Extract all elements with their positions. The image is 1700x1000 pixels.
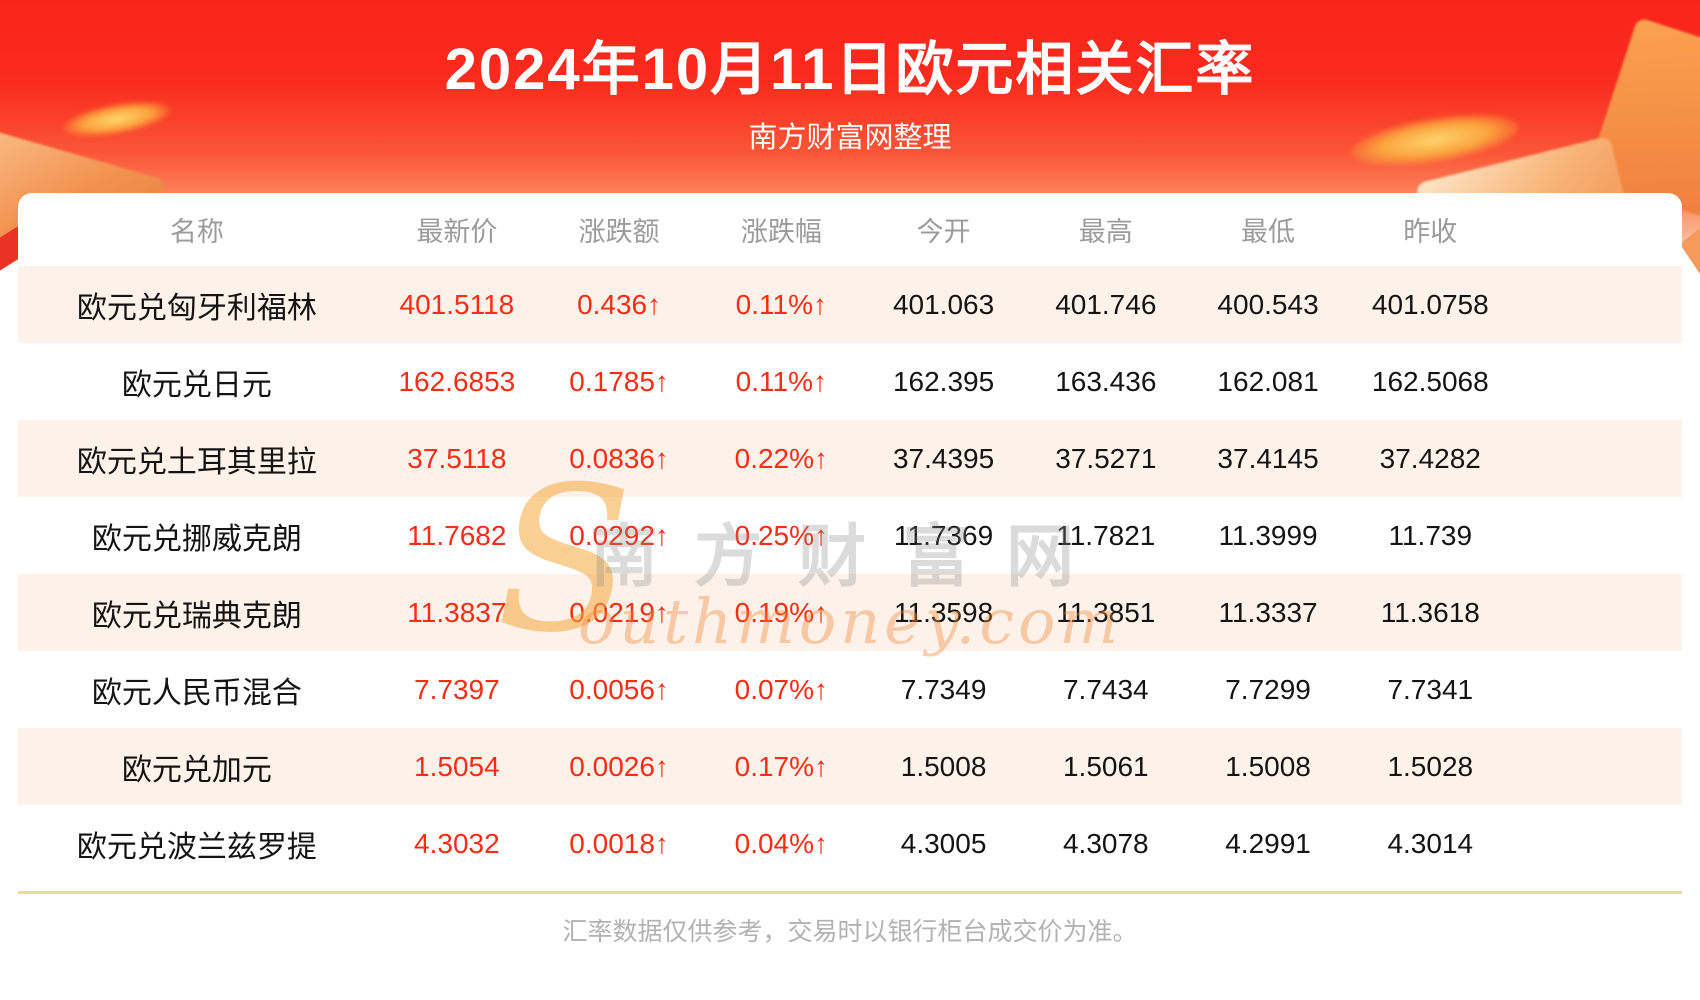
low-price: 400.543 [1217, 288, 1319, 320]
change-percent: 0.19%↑ [734, 596, 829, 628]
disclaimer-text: 汇率数据仅供参考，交易时以银行柜台成交价为准。 [562, 918, 1138, 946]
latest-price: 11.7682 [407, 519, 507, 551]
low-price: 37.4145 [1217, 442, 1319, 474]
open-price: 11.3598 [894, 596, 994, 628]
open-price: 7.7349 [900, 673, 987, 705]
low-price: 7.7299 [1225, 673, 1311, 705]
change-amount: 0.0018↑ [569, 827, 669, 859]
pair-name: 欧元兑日元 [121, 368, 272, 402]
column-header-prev-close: 昨收 [1403, 217, 1458, 247]
latest-price: 11.3837 [407, 596, 507, 628]
pair-name: 欧元兑波兰兹罗提 [76, 830, 317, 864]
change-amount: 0.0026↑ [569, 750, 669, 782]
open-price: 4.3005 [900, 827, 987, 859]
low-price: 1.5008 [1225, 750, 1311, 782]
column-header-name: 名称 [169, 217, 224, 247]
change-amount: 0.436↑ [577, 288, 662, 320]
pair-name: 欧元人民币混合 [91, 676, 302, 710]
high-price: 1.5061 [1062, 750, 1149, 782]
column-header-latest: 最新价 [416, 217, 498, 247]
low-price: 162.081 [1217, 365, 1319, 397]
change-amount: 0.0292↑ [569, 519, 669, 551]
change-percent: 0.04%↑ [734, 827, 829, 859]
high-price: 4.3078 [1062, 827, 1149, 859]
table-row: 欧元兑加元 1.5054 0.0026↑ 0.17%↑ 1.5008 1.506… [18, 728, 1682, 805]
table-row: 欧元兑瑞典克朗 11.3837 0.0219↑ 0.19%↑ 11.3598 1… [18, 574, 1682, 651]
open-price: 1.5008 [900, 750, 987, 782]
change-percent: 0.11%↑ [735, 288, 827, 320]
change-percent: 0.25%↑ [734, 519, 829, 551]
prev-close: 11.3618 [1380, 596, 1480, 628]
open-price: 162.395 [892, 365, 995, 397]
page-subtitle: 南方财富网整理 [748, 122, 952, 154]
column-header-change: 涨跌额 [578, 217, 660, 247]
latest-price: 37.5118 [407, 442, 507, 474]
prev-close: 11.739 [1388, 519, 1473, 551]
table-header-row: 名称 最新价 涨跌额 涨跌幅 今开 最高 最低 昨收 [18, 193, 1682, 266]
footer-divider [18, 891, 1682, 894]
exchange-rate-table: 名称 最新价 涨跌额 涨跌幅 今开 最高 最低 昨收 欧元兑匈牙利福林 401.… [18, 193, 1682, 882]
change-percent: 0.22%↑ [734, 442, 829, 474]
table-row: 欧元兑波兰兹罗提 4.3032 0.0018↑ 0.04%↑ 4.3005 4.… [18, 805, 1682, 882]
pair-name: 欧元兑加元 [121, 753, 272, 787]
prev-close: 37.4282 [1379, 442, 1481, 474]
open-price: 11.7369 [894, 519, 994, 551]
change-amount: 0.0056↑ [569, 673, 669, 705]
latest-price: 1.5054 [414, 750, 500, 782]
page-title: 2024年10月11日欧元相关汇率 [444, 37, 1256, 102]
high-price: 11.7821 [1056, 519, 1156, 551]
open-price: 37.4395 [892, 442, 995, 474]
prev-close: 7.7341 [1387, 673, 1474, 705]
table-row: 欧元人民币混合 7.7397 0.0056↑ 0.07%↑ 7.7349 7.7… [18, 651, 1682, 728]
change-percent: 0.07%↑ [734, 673, 829, 705]
latest-price: 401.5118 [399, 288, 515, 320]
open-price: 401.063 [892, 288, 995, 320]
column-header-high: 最高 [1078, 217, 1133, 247]
prev-close: 401.0758 [1371, 288, 1489, 320]
table-row: 欧元兑土耳其里拉 37.5118 0.0836↑ 0.22%↑ 37.4395 … [18, 420, 1682, 497]
high-price: 11.3851 [1056, 596, 1156, 628]
pair-name: 欧元兑瑞典克朗 [91, 599, 302, 633]
table-row: 欧元兑匈牙利福林 401.5118 0.436↑ 0.11%↑ 401.063 … [18, 266, 1682, 343]
column-header-change-pct: 涨跌幅 [740, 217, 822, 247]
change-amount: 0.0836↑ [569, 442, 669, 474]
low-price: 4.2991 [1225, 827, 1311, 859]
change-percent: 0.17%↑ [734, 750, 829, 782]
pair-name: 欧元兑挪威克朗 [91, 522, 302, 556]
change-percent: 0.11%↑ [735, 365, 827, 397]
pair-name: 欧元兑匈牙利福林 [76, 291, 317, 325]
high-price: 37.5271 [1055, 442, 1157, 474]
pair-name: 欧元兑土耳其里拉 [76, 445, 317, 479]
prev-close: 1.5028 [1387, 750, 1474, 782]
high-price: 401.746 [1055, 288, 1157, 320]
high-price: 163.436 [1055, 365, 1157, 397]
table-row: 欧元兑挪威克朗 11.7682 0.0292↑ 0.25%↑ 11.7369 1… [18, 497, 1682, 574]
low-price: 11.3999 [1218, 519, 1318, 551]
latest-price: 4.3032 [414, 827, 500, 859]
latest-price: 7.7397 [414, 673, 500, 705]
change-amount: 0.0219↑ [569, 596, 669, 628]
low-price: 11.3337 [1218, 596, 1318, 628]
table-row: 欧元兑日元 162.6853 0.1785↑ 0.11%↑ 162.395 16… [18, 343, 1682, 420]
column-header-open: 今开 [916, 217, 971, 247]
prev-close: 4.3014 [1387, 827, 1474, 859]
latest-price: 162.6853 [398, 365, 516, 397]
prev-close: 162.5068 [1371, 365, 1489, 397]
column-header-low: 最低 [1241, 217, 1296, 247]
high-price: 7.7434 [1062, 673, 1149, 705]
change-amount: 0.1785↑ [569, 365, 669, 397]
